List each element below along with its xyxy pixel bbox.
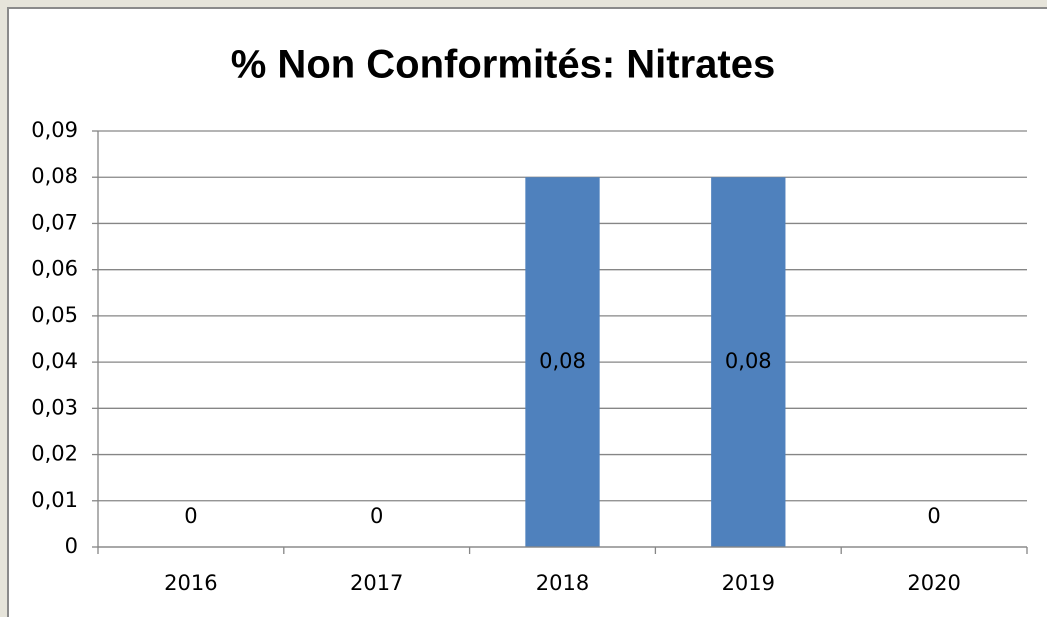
y-tick-label: 0,01 [31, 488, 78, 512]
chart-title: % Non Conformités: Nitrates [231, 43, 776, 87]
x-tick-label: 2019 [722, 571, 775, 595]
y-tick-label: 0,05 [31, 303, 78, 327]
data-label: 0 [927, 504, 940, 528]
bar [711, 177, 786, 547]
x-tick-label: 2018 [536, 571, 589, 595]
data-label: 0,08 [725, 349, 772, 373]
y-tick-label: 0,04 [31, 349, 78, 373]
y-tick-label: 0,03 [31, 395, 78, 419]
y-tick-label: 0,07 [31, 210, 78, 234]
y-tick-label: 0,06 [31, 257, 78, 281]
bar [525, 177, 600, 547]
y-tick-label: 0,08 [31, 164, 78, 188]
data-label: 0 [370, 504, 383, 528]
y-tick-label: 0,09 [31, 118, 78, 142]
x-tick-label: 2020 [907, 571, 960, 595]
data-label: 0,08 [539, 349, 586, 373]
data-label: 0 [184, 504, 197, 528]
y-tick-label: 0 [65, 534, 78, 558]
y-tick-label: 0,02 [31, 442, 78, 466]
x-tick-label: 2017 [350, 571, 403, 595]
x-tick-label: 2016 [164, 571, 217, 595]
